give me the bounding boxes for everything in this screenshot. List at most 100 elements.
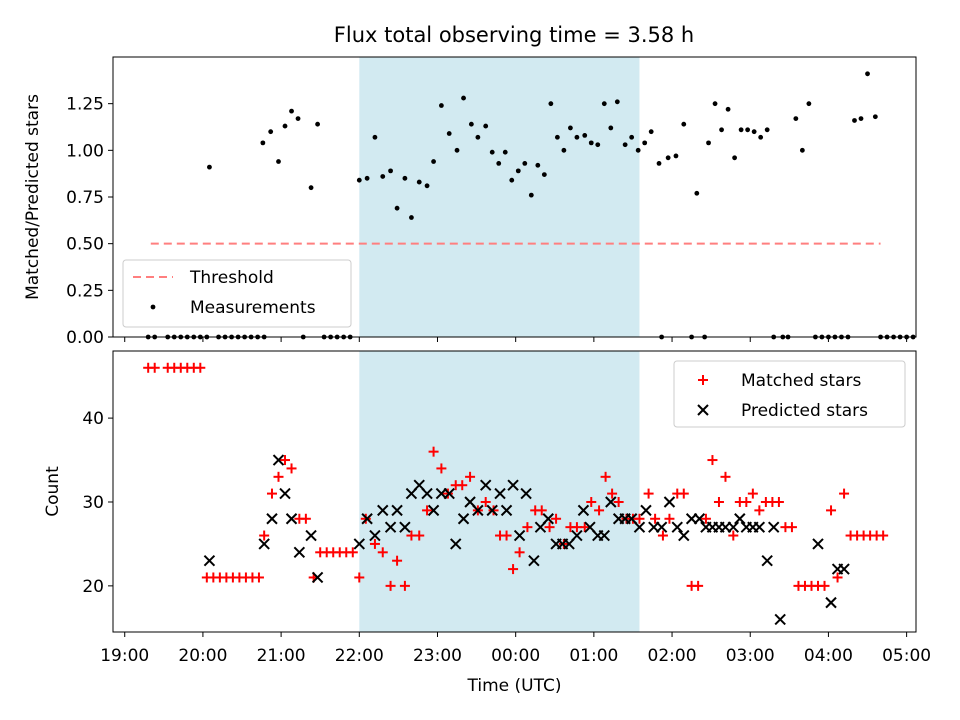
matched-star-point (773, 496, 784, 507)
matched-star-point (300, 513, 311, 524)
predicted-star-point (577, 504, 590, 517)
legend-plus-marker (698, 375, 708, 385)
count-panel-frame (112, 350, 917, 633)
cross-stroke-b (625, 513, 638, 525)
top-x-ticks (124, 337, 908, 342)
measurement-point (799, 147, 805, 153)
measurement-point (751, 129, 757, 135)
matched-star-point (422, 505, 433, 516)
measurement-point (535, 162, 541, 168)
measurement-point (483, 123, 489, 129)
matched-star-point (259, 530, 270, 541)
matched-star-point (707, 455, 718, 466)
predicted-star-point (528, 554, 540, 567)
measurement-point (872, 114, 878, 120)
predicted-star-point (443, 487, 455, 500)
cross-stroke-b (734, 513, 746, 525)
predicted-star-point (479, 479, 492, 491)
measurement-point (461, 95, 466, 101)
measurement-point (207, 164, 212, 170)
cross-stroke-b (663, 496, 676, 508)
matched-star-point (377, 547, 388, 558)
measurement-points (145, 71, 916, 340)
measurement-point (764, 127, 770, 133)
matched-star-point (747, 488, 758, 499)
matched-star-point (693, 580, 704, 591)
time-tick-label: 20:00 (178, 646, 227, 666)
matched-stars-points (143, 362, 889, 591)
top-y-tick-label: 1.00 (66, 141, 104, 161)
cross-stroke-b (279, 487, 291, 500)
cross-stroke-b (584, 521, 596, 533)
top-y-tick-label: 0.25 (66, 281, 104, 301)
predicted-star-point (457, 513, 470, 525)
top-y-ticks: 0.00 0.25 0.50 0.75 1.00 1.25 (66, 95, 113, 348)
matched-star-point (678, 488, 689, 499)
time-tick-label: 04:00 (804, 646, 853, 666)
measurement-point (276, 159, 281, 164)
cross-stroke-b (767, 521, 780, 533)
measurement-point (673, 153, 679, 159)
measurement-point (509, 177, 515, 183)
measurement-point (608, 125, 614, 131)
cross-stroke-b (391, 504, 403, 517)
legend-threshold-label: Threshold (189, 268, 274, 288)
measurement-point (681, 121, 687, 127)
matched-star-point (594, 505, 605, 516)
bottom-y-ticks: 20 30 40 (82, 409, 113, 597)
cross-stroke-b (838, 563, 850, 575)
measurement-point (568, 125, 573, 131)
chart-title: Flux total observing time = 3.58 h (334, 23, 694, 47)
legend-predicted-label: Predicted stars (741, 401, 868, 421)
measurement-point (489, 149, 495, 155)
measurement-point (454, 147, 460, 153)
cross-stroke-b (479, 479, 492, 491)
predicted-star-point (671, 521, 683, 533)
matched-star-point (786, 522, 797, 533)
measurement-point (541, 172, 547, 178)
predicted-star-point (727, 521, 740, 533)
measurement-point (372, 134, 378, 140)
measurement-point (712, 101, 718, 107)
cross-stroke-b (605, 496, 617, 508)
matched-star-point (286, 463, 297, 474)
observing-window-shade-top (359, 57, 640, 337)
measurement-point (738, 127, 744, 133)
measurement-point (642, 140, 648, 146)
legend-predicted-swatch (697, 404, 709, 416)
cross-stroke-b (528, 554, 540, 567)
measurement-point (528, 192, 534, 198)
legend-measurements-label: Measurements (190, 298, 316, 318)
measurement-point (561, 147, 567, 153)
predicted-star-point (598, 529, 610, 542)
bottom-y-tick-label: 20 (82, 577, 104, 597)
bottom-y-axis-label: Count (43, 466, 63, 517)
measurement-point (438, 103, 444, 108)
predicted-star-point (655, 521, 668, 533)
measurement-point (502, 149, 508, 155)
predicted-star-point (266, 513, 278, 525)
predicted-star-point (311, 571, 324, 584)
matched-star-point (392, 555, 403, 566)
predicted-star-point (353, 538, 366, 550)
predicted-star-point (663, 496, 676, 508)
time-tick-label: 22:00 (335, 646, 384, 666)
predicted-star-point (384, 521, 397, 533)
legend-cross-marker (697, 404, 709, 416)
cross-stroke-b (542, 513, 554, 525)
matched-star-point (385, 580, 396, 591)
cross-stroke-b (293, 546, 306, 559)
measurement-point (614, 99, 620, 105)
cross-stroke-b (450, 538, 462, 550)
cross-stroke-b (285, 513, 298, 525)
measurement-point (364, 175, 370, 181)
matched-star-point (253, 572, 264, 583)
measurement-point (289, 108, 294, 114)
measurement-point (595, 142, 601, 148)
legend-measurements-swatch (150, 304, 156, 310)
predicted-star-point (279, 487, 291, 500)
measurement-point (431, 159, 436, 164)
measurement-point (515, 168, 521, 174)
matched-star-point (536, 505, 547, 516)
cross-stroke-b (399, 521, 411, 533)
